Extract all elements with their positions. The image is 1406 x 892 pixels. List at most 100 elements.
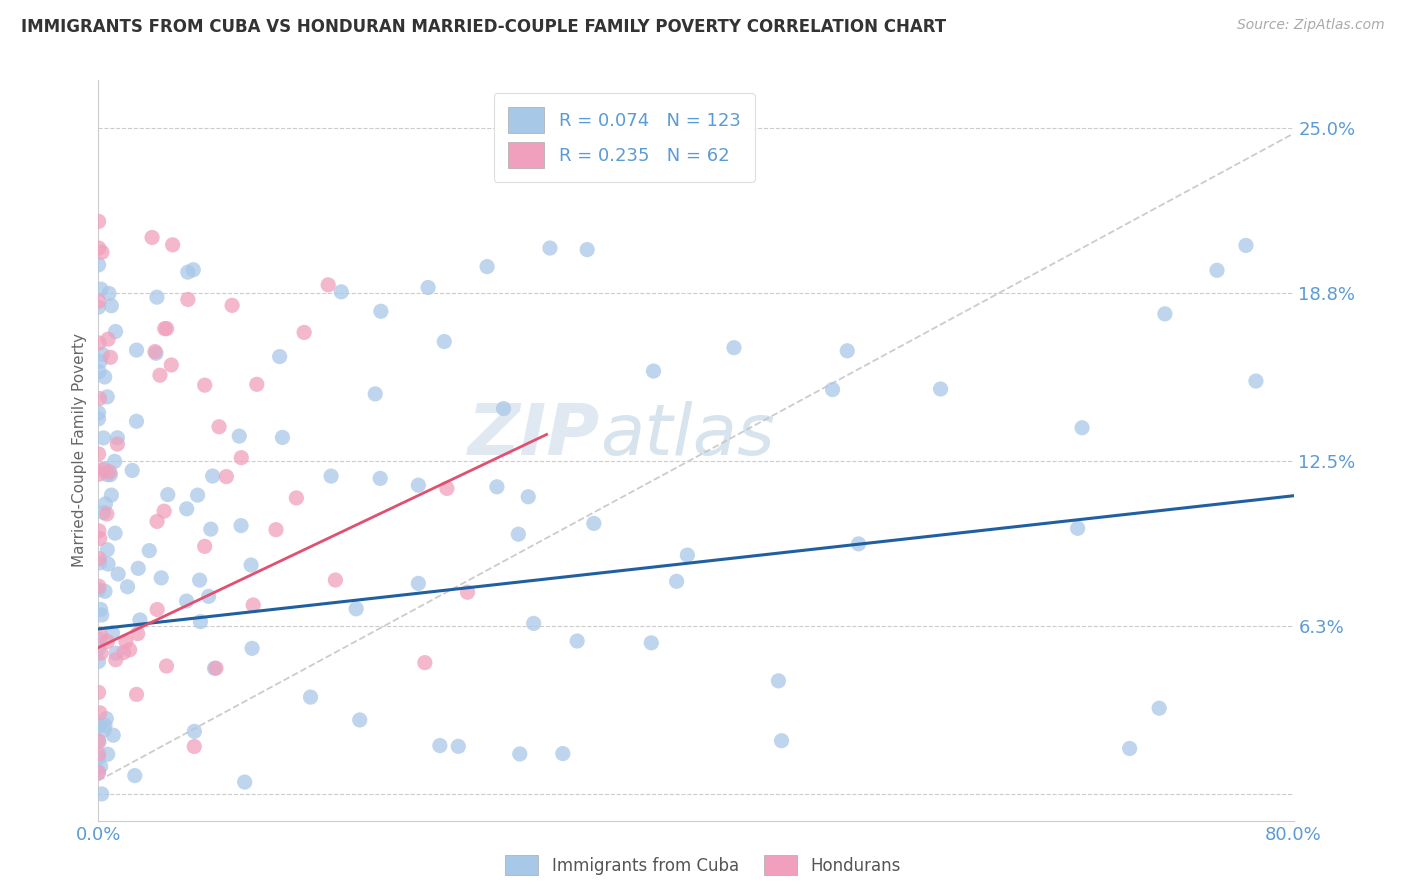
- Point: [87, 336, 110, 351]
- Point: [125, 343, 148, 357]
- Point: [87, 733, 110, 747]
- Point: [100, 299, 122, 313]
- Point: [90, 607, 112, 622]
- Point: [143, 344, 166, 359]
- Point: [87, 551, 110, 566]
- Point: [138, 543, 160, 558]
- Point: [104, 325, 127, 339]
- Y-axis label: Married-Couple Family Poverty: Married-Couple Family Poverty: [72, 334, 87, 567]
- Point: [146, 290, 169, 304]
- Point: [127, 626, 149, 640]
- Point: [447, 739, 470, 754]
- Point: [349, 713, 371, 727]
- Point: [240, 558, 263, 572]
- Point: [187, 488, 209, 502]
- Point: [93, 723, 115, 737]
- Point: [104, 646, 127, 660]
- Point: [215, 469, 238, 483]
- Point: [1066, 521, 1088, 535]
- Point: [97, 332, 120, 346]
- Point: [87, 411, 110, 425]
- Point: [98, 465, 121, 479]
- Point: [90, 282, 112, 296]
- Point: [188, 573, 211, 587]
- Legend: Immigrants from Cuba, Hondurans: Immigrants from Cuba, Hondurans: [498, 848, 908, 882]
- Point: [228, 429, 250, 443]
- Point: [87, 641, 110, 656]
- Point: [127, 561, 149, 575]
- Point: [97, 286, 120, 301]
- Point: [582, 516, 605, 531]
- Point: [96, 712, 118, 726]
- Point: [205, 661, 228, 675]
- Point: [837, 343, 859, 358]
- Point: [89, 532, 111, 546]
- Point: [96, 390, 118, 404]
- Point: [408, 576, 430, 591]
- Point: [271, 430, 294, 444]
- Point: [100, 467, 122, 482]
- Point: [94, 584, 117, 599]
- Point: [364, 387, 387, 401]
- Point: [117, 580, 139, 594]
- Point: [87, 718, 110, 732]
- Point: [1147, 701, 1170, 715]
- Point: [292, 326, 315, 340]
- Point: [93, 462, 115, 476]
- Point: [93, 506, 115, 520]
- Point: [87, 524, 110, 538]
- Point: [368, 471, 391, 485]
- Point: [87, 241, 110, 255]
- Point: [436, 482, 458, 496]
- Point: [90, 245, 112, 260]
- Point: [97, 747, 120, 762]
- Point: [640, 636, 662, 650]
- Point: [508, 527, 530, 541]
- Point: [319, 469, 342, 483]
- Point: [194, 378, 217, 392]
- Point: [221, 298, 243, 312]
- Point: [89, 628, 111, 642]
- Legend: R = 0.074   N = 123, R = 0.235   N = 62: R = 0.074 N = 123, R = 0.235 N = 62: [494, 93, 755, 182]
- Point: [89, 392, 111, 406]
- Point: [94, 497, 117, 511]
- Point: [344, 602, 367, 616]
- Point: [93, 431, 115, 445]
- Point: [87, 258, 110, 272]
- Point: [429, 739, 451, 753]
- Point: [325, 573, 347, 587]
- Point: [475, 260, 498, 274]
- Point: [87, 735, 110, 749]
- Point: [153, 321, 176, 335]
- Point: [100, 488, 122, 502]
- Point: [118, 642, 141, 657]
- Point: [538, 241, 561, 255]
- Point: [1118, 741, 1140, 756]
- Point: [229, 518, 252, 533]
- Point: [87, 214, 110, 228]
- Point: [413, 656, 436, 670]
- Point: [416, 280, 439, 294]
- Point: [87, 582, 110, 597]
- Point: [242, 598, 264, 612]
- Point: [125, 687, 148, 701]
- Point: [105, 437, 128, 451]
- Point: [1244, 374, 1267, 388]
- Point: [89, 354, 111, 368]
- Point: [233, 775, 256, 789]
- Point: [285, 491, 308, 505]
- Point: [87, 447, 110, 461]
- Point: [146, 602, 169, 616]
- Point: [201, 469, 224, 483]
- Point: [107, 567, 129, 582]
- Point: [1071, 421, 1094, 435]
- Point: [231, 450, 253, 465]
- Point: [848, 537, 870, 551]
- Point: [176, 501, 198, 516]
- Point: [408, 478, 430, 492]
- Point: [156, 488, 179, 502]
- Point: [91, 463, 114, 477]
- Point: [929, 382, 952, 396]
- Point: [124, 769, 146, 783]
- Point: [103, 728, 125, 742]
